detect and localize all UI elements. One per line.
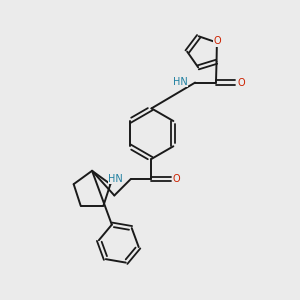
Text: O: O [173, 174, 181, 184]
Text: O: O [237, 78, 245, 88]
Text: O: O [214, 36, 221, 46]
Text: HN: HN [109, 173, 123, 184]
Text: HN: HN [173, 77, 188, 87]
